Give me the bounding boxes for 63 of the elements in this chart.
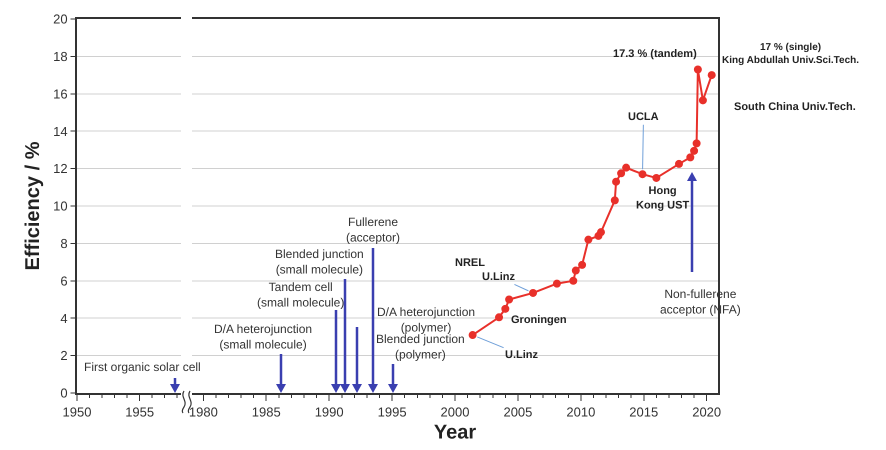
y-tick-label: 2: [60, 348, 68, 364]
point: [569, 276, 578, 285]
x-tick-label: 1950: [62, 404, 92, 420]
point: [674, 160, 683, 168]
annotation: 17 % (single) King Abdullah Univ.Sci.Tech.: [722, 42, 860, 66]
point: [708, 71, 716, 80]
point: [572, 266, 580, 275]
y-axis-title: Efficiency / %: [22, 141, 44, 270]
point: [612, 178, 620, 186]
x-tick-label: 2005: [503, 404, 532, 420]
point: [694, 65, 702, 74]
annotation: First organic solar cell: [84, 360, 201, 374]
point: [622, 164, 630, 172]
annotation: South China Univ.Tech.: [734, 101, 856, 113]
annotation: Hong Kong UST: [636, 185, 690, 212]
point: [690, 146, 698, 155]
y-tick-label: 16: [53, 86, 68, 102]
point: [617, 169, 626, 178]
annotation: D/A heterojunction (polymer): [377, 305, 476, 335]
x-tick-label: 1955: [125, 404, 154, 420]
x-axis-title: Year: [434, 421, 476, 444]
annotation: Fullerene (acceptor): [346, 215, 400, 245]
x-tick-label: 1990: [314, 404, 344, 420]
point: [686, 153, 694, 162]
y-tick-label: 20: [53, 12, 68, 27]
annotation: Tandem cell (small molecule): [257, 280, 344, 310]
x-tick-label: 1985: [252, 404, 281, 420]
y-tick-label: 18: [53, 48, 68, 64]
y-tick-label: 10: [53, 198, 68, 214]
x-tick-label: 2020: [692, 404, 722, 420]
x-tick-label: 2015: [629, 404, 658, 420]
point: [552, 280, 561, 288]
y-tick-label: 8: [60, 236, 68, 251]
point: [501, 304, 510, 313]
y-tick-label: 6: [60, 273, 68, 288]
point: [638, 170, 646, 178]
point: [578, 260, 586, 269]
annotation: Blended junction (small molecule): [275, 247, 364, 277]
x-tick-label: 2000: [440, 404, 470, 420]
point: [698, 96, 707, 104]
point: [610, 196, 619, 204]
x-tick-label: 2010: [566, 404, 596, 420]
annotation: NREL: [455, 257, 486, 269]
point: [529, 288, 538, 297]
point: [495, 313, 504, 322]
x-tick-label: 1995: [378, 404, 407, 420]
point: [468, 331, 477, 340]
y-tick-label: 14: [53, 124, 68, 139]
y-tick-label: 4: [60, 310, 68, 326]
x-tick-label: 1980: [188, 404, 218, 420]
point: [505, 296, 514, 304]
annotation: UCLA: [628, 111, 659, 123]
y-tick-label: 12: [53, 161, 68, 176]
annotation: 17.3 % (tandem): [613, 48, 698, 60]
annotation: U.Linz: [482, 271, 516, 283]
annotation: D/A heterojunction (small molecule): [214, 322, 312, 352]
point: [596, 228, 605, 236]
y-tick-label: 0: [60, 386, 68, 401]
point: [652, 174, 660, 182]
point: [584, 236, 592, 244]
annotation: Groningen: [511, 314, 567, 326]
annotation: U.Linz: [505, 349, 538, 361]
point: [692, 139, 701, 148]
